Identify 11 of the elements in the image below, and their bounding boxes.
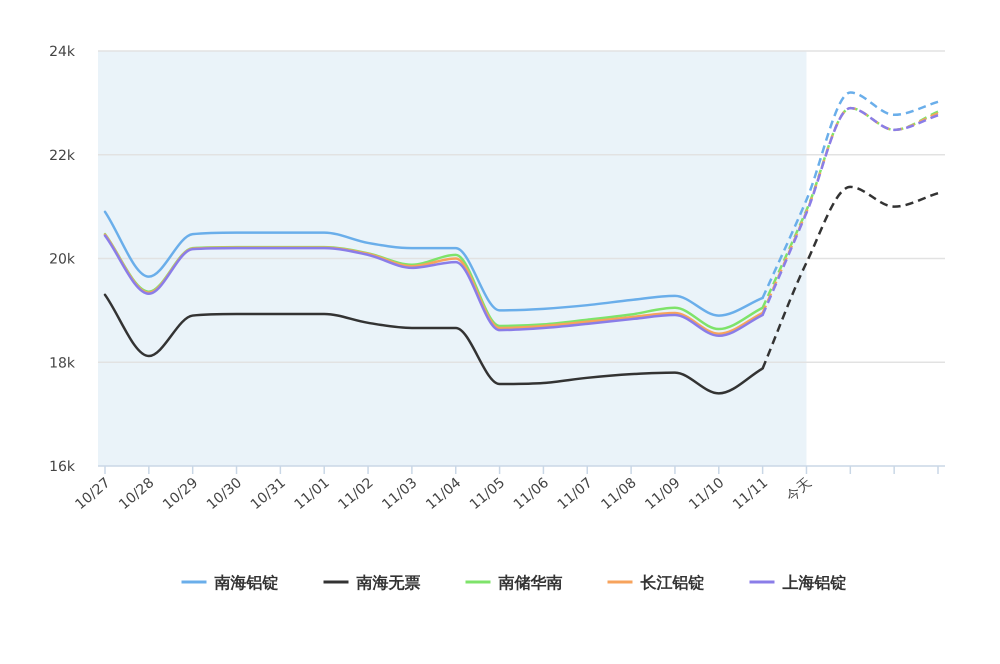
legend-label: 长江铝锭 <box>640 573 704 592</box>
legend-label: 上海铝锭 <box>782 573 846 592</box>
y-tick-label: 22k <box>49 148 76 164</box>
y-tick-label: 16k <box>49 459 76 475</box>
legend-label: 南储华南 <box>498 573 562 592</box>
x-tick-label: 今天 <box>783 474 816 506</box>
y-tick-label: 24k <box>49 44 76 60</box>
y-tick-label: 20k <box>49 252 76 268</box>
y-tick-label: 18k <box>49 355 76 372</box>
legend-label: 南海无票 <box>356 573 420 592</box>
legend-label: 南海铝锭 <box>214 573 278 592</box>
